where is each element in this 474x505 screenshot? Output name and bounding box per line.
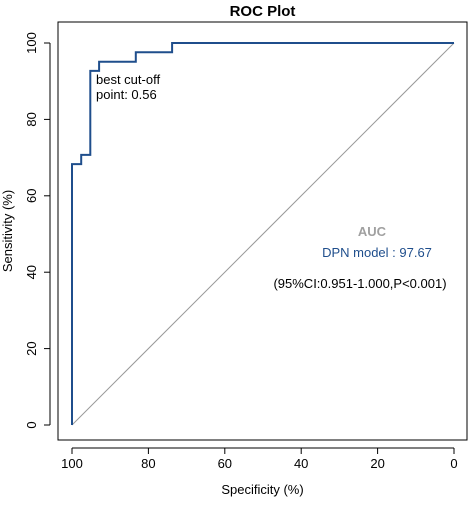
x-tick-label: 20: [370, 456, 384, 471]
y-tick-label: 100: [24, 32, 39, 54]
y-axis: 0 20 40 60 80 100: [24, 32, 51, 429]
reference-diagonal: [71, 42, 455, 426]
plot-frame: [57, 21, 468, 441]
x-axis-label: Specificity (%): [221, 482, 303, 497]
y-tick-label: 0: [24, 421, 39, 428]
best-cutoff-annotation: best cut-off point: 0.56: [96, 72, 160, 102]
x-tick-label: 100: [61, 456, 83, 471]
x-tick-label: 40: [294, 456, 308, 471]
y-axis-label: Sensitivity (%): [0, 190, 15, 272]
y-tick-label: 20: [24, 341, 39, 355]
model-auc-label: DPN model : 97.67: [322, 245, 432, 260]
x-axis: 100 80 60 40 20 0: [61, 447, 458, 471]
cutoff-annotation-line: best cut-off: [96, 72, 160, 87]
y-tick-label: 40: [24, 265, 39, 279]
x-tick-label: 80: [141, 456, 155, 471]
x-tick-label: 60: [218, 456, 232, 471]
roc-curve-series: [71, 42, 454, 425]
x-tick-label: 0: [450, 456, 457, 471]
y-tick-label: 80: [24, 112, 39, 126]
confidence-interval-text: (95%CI:0.951-1.000,P<0.001): [273, 276, 446, 291]
chart-title: ROC Plot: [230, 3, 296, 20]
y-tick-label: 60: [24, 189, 39, 203]
cutoff-annotation-line: point: 0.56: [96, 87, 157, 102]
auc-heading: AUC: [358, 224, 387, 239]
